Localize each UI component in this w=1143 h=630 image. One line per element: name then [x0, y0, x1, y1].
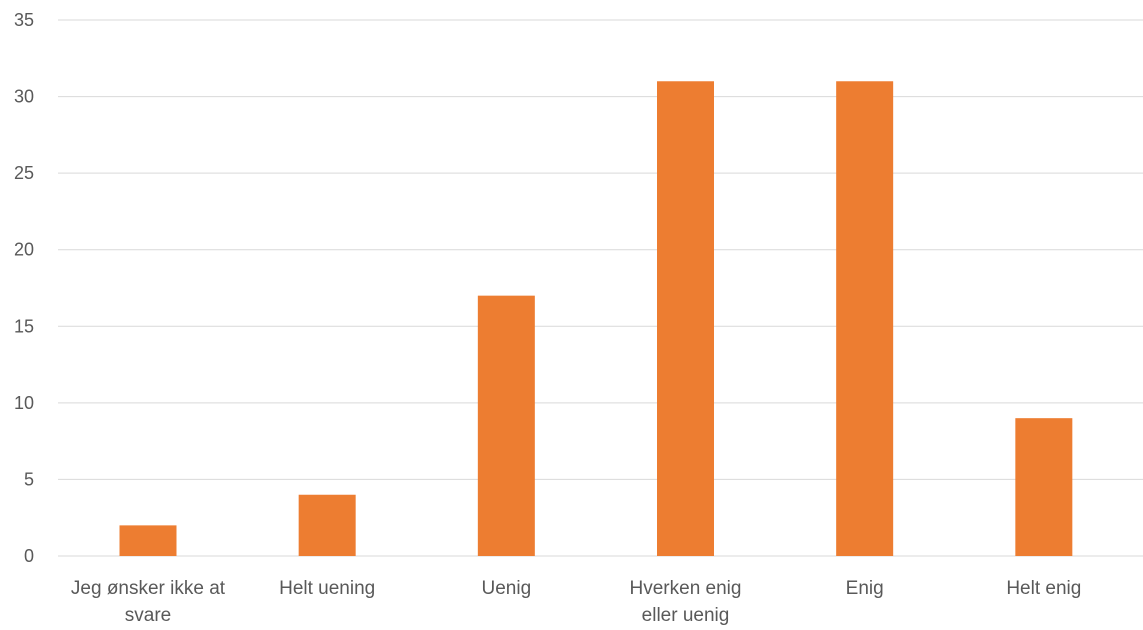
y-tick-label: 25	[14, 163, 34, 183]
x-tick-label: svare	[125, 605, 171, 626]
y-tick-label: 30	[14, 87, 34, 107]
x-tick-label: Jeg ønsker ikke at	[71, 578, 226, 599]
y-axis-ticks: 0 5 10 15 20 25 30 35	[14, 10, 34, 566]
bar	[657, 81, 714, 556]
bar	[298, 494, 356, 556]
x-axis-ticks: Jeg ønsker ikke at svare Helt uening Uenig H…	[71, 578, 1081, 626]
y-tick-label: 35	[14, 10, 34, 30]
x-tick-label: eller uenig	[642, 605, 730, 626]
bar	[836, 81, 894, 556]
bar	[119, 525, 177, 556]
bar	[1015, 418, 1073, 556]
x-tick-label: Helt uening	[279, 578, 375, 599]
bars	[119, 81, 1073, 556]
y-tick-label: 0	[24, 546, 34, 566]
x-tick-label: Enig	[846, 578, 884, 599]
y-tick-label: 10	[14, 393, 34, 413]
y-tick-label: 20	[14, 240, 34, 260]
x-tick-label: Uenig	[482, 578, 532, 599]
x-tick-label: Hverken enig	[630, 578, 742, 599]
bar	[477, 295, 535, 556]
gridlines	[58, 19, 1143, 557]
y-tick-label: 5	[24, 469, 34, 489]
x-tick-label: Helt enig	[1006, 578, 1081, 599]
y-tick-label: 15	[14, 316, 34, 336]
